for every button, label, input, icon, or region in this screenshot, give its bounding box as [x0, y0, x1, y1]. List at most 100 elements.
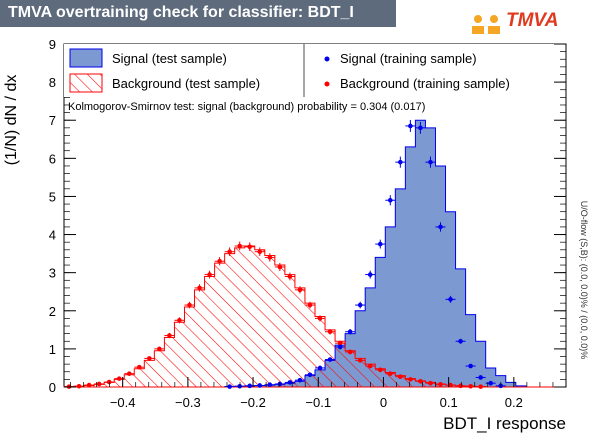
signal-training-point: [415, 121, 426, 134]
legend: Signal (test sample) Background (test sa…: [64, 44, 554, 97]
legend-signal-test-label: Signal (test sample): [112, 51, 227, 66]
background-training-point: [244, 242, 255, 252]
x-tick-label: 0.1: [440, 395, 458, 410]
signal-training-point: [465, 363, 476, 369]
signal-training-point: [284, 380, 295, 385]
background-training-point: [124, 371, 135, 376]
background-training-point: [144, 356, 155, 361]
signal-training-point: [294, 377, 305, 383]
signal-training-point: [345, 328, 356, 335]
y-tick-label: 8: [49, 75, 56, 90]
background-training-point: [385, 371, 396, 376]
background-training-point: [405, 377, 416, 382]
signal-training-point: [375, 239, 386, 249]
legend-background-train-label: Background (training sample): [340, 76, 510, 91]
background-training-point: [254, 247, 265, 257]
background-training-point: [164, 332, 175, 339]
signal-training-point: [455, 338, 466, 344]
background-training-point: [84, 382, 95, 388]
background-training-point: [335, 340, 346, 346]
signal-training-point: [385, 195, 396, 206]
background-training-point: [355, 358, 366, 363]
signal-training-point: [335, 344, 346, 350]
background-training-point: [174, 317, 185, 324]
signal-training-point: [304, 372, 315, 378]
background-training-point: [154, 346, 165, 352]
background-training-point: [114, 376, 125, 381]
background-training-point: [134, 364, 145, 370]
signal-training-point: [365, 270, 376, 279]
y-tick-label: 2: [49, 304, 56, 319]
background-training-point: [315, 315, 326, 322]
signal-training-point: [405, 119, 416, 132]
background-training-point: [224, 247, 235, 257]
signal-training-point: [315, 365, 326, 371]
y-tick-label: 3: [49, 266, 56, 281]
background-training-point: [425, 380, 436, 386]
signal-training-points: [224, 119, 506, 389]
y-tick-label: 9: [49, 37, 56, 52]
legend-background-test-label: Background (test sample): [112, 76, 260, 91]
background-training-point: [204, 270, 215, 279]
background-training-point: [194, 284, 205, 292]
signal-training-point: [264, 382, 275, 388]
x-tick-label: −0.3: [175, 395, 201, 410]
background-training-point: [475, 384, 486, 389]
x-tick-label: 0.2: [505, 395, 523, 410]
background-training-point: [264, 253, 275, 262]
y-tick-label: 6: [49, 151, 56, 166]
background-training-point: [345, 349, 356, 355]
y-tick-label: 5: [49, 189, 56, 204]
background-training-point: [214, 257, 225, 266]
signal-training-point: [355, 301, 366, 309]
background-training-point: [284, 272, 295, 281]
x-tick-label: −0.2: [240, 395, 266, 410]
overflow-note: U/O-flow (S,B): (0.0, 0.0)% / (0.0, 0.0)…: [579, 200, 589, 360]
signal-training-point: [435, 222, 446, 232]
background-training-point: [74, 383, 85, 389]
signal-training-point: [325, 357, 336, 362]
y-tick-label: 7: [49, 113, 56, 128]
background-training-point: [234, 241, 245, 251]
background-training-point: [365, 363, 376, 369]
background-training-point: [465, 383, 476, 389]
background-training-point: [415, 378, 426, 384]
legend-box: [64, 44, 554, 97]
plot-title: TMVA overtraining check for classifier: …: [8, 4, 354, 21]
signal-training-point: [395, 156, 406, 168]
legend-signal-train-marker: [324, 56, 330, 62]
legend-background-train-marker: [324, 81, 330, 87]
ks-test-text: Kolmogorov-Smirnov test: signal (backgro…: [68, 101, 425, 113]
signal-training-point: [475, 375, 486, 380]
x-tick-label: 0: [380, 395, 387, 410]
legend-signal-test-swatch: [69, 48, 103, 68]
legend-signal-train-label: Signal (training sample): [340, 51, 477, 66]
y-axis-label: (1/N) dN / dx: [3, 74, 20, 166]
x-tick-label: −0.1: [305, 395, 331, 410]
x-tick-label: −0.4: [110, 395, 136, 410]
legend-background-test-swatch: [69, 73, 103, 93]
y-tick-label: 0: [49, 380, 56, 395]
background-training-points: [64, 241, 486, 389]
background-training-point: [104, 379, 115, 385]
background-training-point: [294, 286, 305, 294]
background-training-point: [94, 381, 105, 387]
background-training-point: [435, 382, 446, 387]
background-training-point: [375, 367, 386, 373]
background-training-point: [395, 374, 406, 380]
signal-training-point: [224, 384, 235, 389]
background-training-point: [274, 262, 285, 272]
signal-training-point: [485, 380, 496, 386]
logo-text: TMVA: [506, 10, 559, 31]
x-axis-label: BDT_I response: [443, 414, 566, 433]
title-bar: TMVA overtraining check for classifier: …: [0, 0, 396, 27]
signal-training-point: [425, 156, 436, 168]
y-tick-label: 4: [49, 228, 56, 243]
background-training-point: [304, 301, 315, 309]
tmva-logo-icon: [472, 15, 500, 34]
signal-training-point: [445, 295, 456, 303]
tmva-logo: TMVA: [468, 8, 558, 38]
background-training-point: [325, 328, 336, 335]
y-tick-label: 1: [49, 342, 56, 357]
